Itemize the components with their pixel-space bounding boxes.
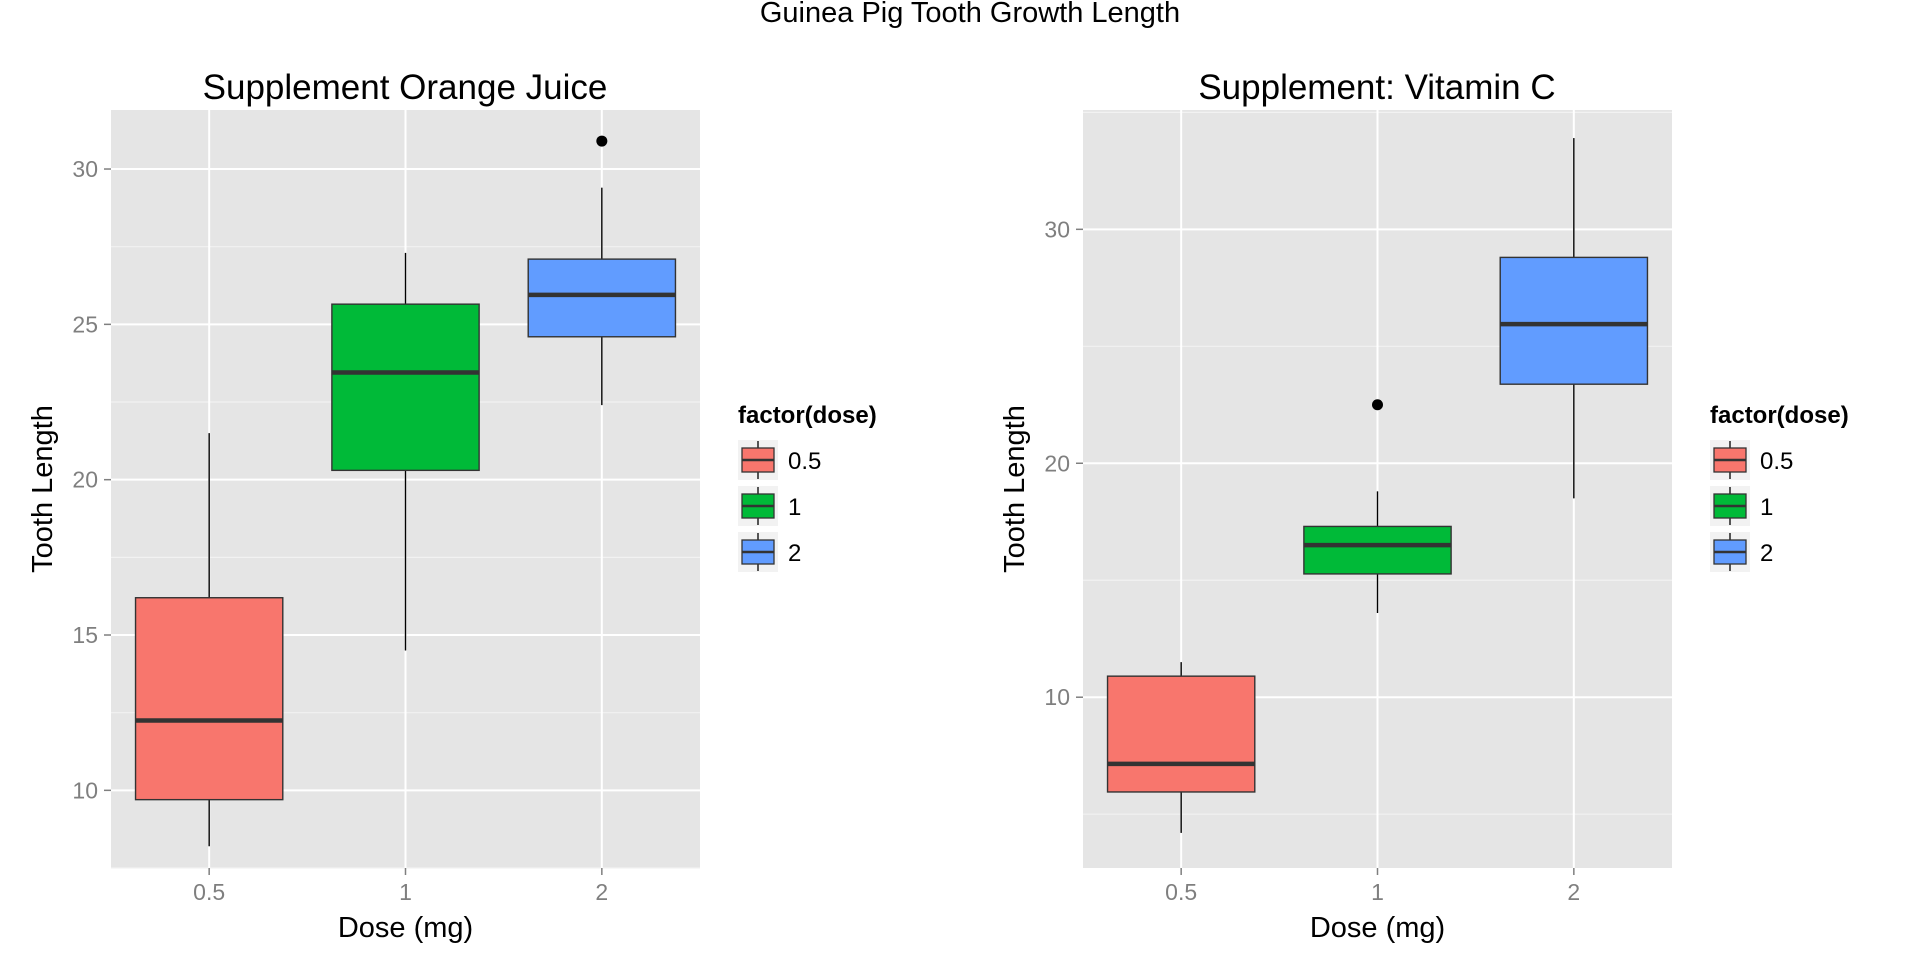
y-tick-label: 15: [72, 622, 98, 648]
legend-key: [738, 486, 778, 526]
x-tick-label: 1: [1371, 879, 1384, 905]
legend-title: factor(dose): [738, 402, 877, 429]
legend: factor(dose) 0.5 1 2: [1710, 402, 1849, 572]
legend-label: 1: [1760, 494, 1773, 521]
x-axis-title: Dose (mg): [1310, 912, 1445, 944]
box-iqr: [1499, 256, 1649, 385]
box-iqr: [331, 303, 480, 472]
y-tick-label: 20: [1044, 450, 1070, 476]
legend-label: 2: [788, 540, 801, 567]
legend-label: 2: [1760, 540, 1773, 567]
x-tick-label: 0.5: [193, 879, 225, 905]
box-iqr: [1106, 675, 1256, 793]
y-tick-label: 10: [1044, 684, 1070, 710]
box-dose-0.5: [1106, 662, 1256, 833]
x-axis-title: Dose (mg): [338, 912, 473, 944]
box-dose-1: [1303, 399, 1452, 613]
y-tick-label: 20: [72, 467, 98, 493]
x-tick-label: 1: [399, 879, 412, 905]
legend-key: [738, 532, 778, 572]
y-tick-label: 10: [72, 777, 98, 803]
legend: factor(dose) 0.5 1 2: [738, 402, 877, 572]
box-dose-2: [1499, 138, 1649, 499]
legend-title: factor(dose): [1710, 402, 1849, 429]
figure-title: Guinea Pig Tooth Growth Length: [760, 0, 1180, 29]
x-tick-label: 0.5: [1165, 879, 1197, 905]
box-iqr: [134, 597, 284, 801]
panel-2: 10 20 30 0.5 1 2 Supplement: Vitamin C Dose (mg…: [999, 68, 1849, 944]
legend-key: [1710, 486, 1750, 526]
y-axis-title: Tooth Length: [999, 405, 1031, 573]
box-dose-0.5: [134, 433, 284, 847]
legend-label: 0.5: [1760, 448, 1793, 475]
outlier-point: [1372, 399, 1383, 411]
box-dose-2: [527, 135, 677, 406]
y-tick-label: 30: [1044, 216, 1070, 242]
outlier-point: [596, 135, 608, 147]
y-tick-label: 30: [72, 156, 98, 182]
y-tick-label: 25: [72, 311, 98, 337]
legend-key: [1710, 532, 1750, 572]
legend-key: [1710, 440, 1750, 480]
x-tick-label: 2: [1567, 879, 1580, 905]
panel-title: Supplement Orange Juice: [203, 68, 608, 107]
legend-key: [738, 440, 778, 480]
box-iqr: [527, 258, 677, 338]
y-axis-title: Tooth Length: [27, 405, 59, 573]
x-tick-label: 2: [595, 879, 608, 905]
panel-title: Supplement: Vitamin C: [1198, 68, 1555, 107]
panel-1: 10 15 20 25 30 0.5 1 2 Supplement Orange Juice Do…: [27, 68, 877, 944]
legend-label: 0.5: [788, 448, 821, 475]
legend-label: 1: [788, 494, 801, 521]
box-dose-1: [331, 252, 480, 651]
box-iqr: [1303, 525, 1452, 575]
